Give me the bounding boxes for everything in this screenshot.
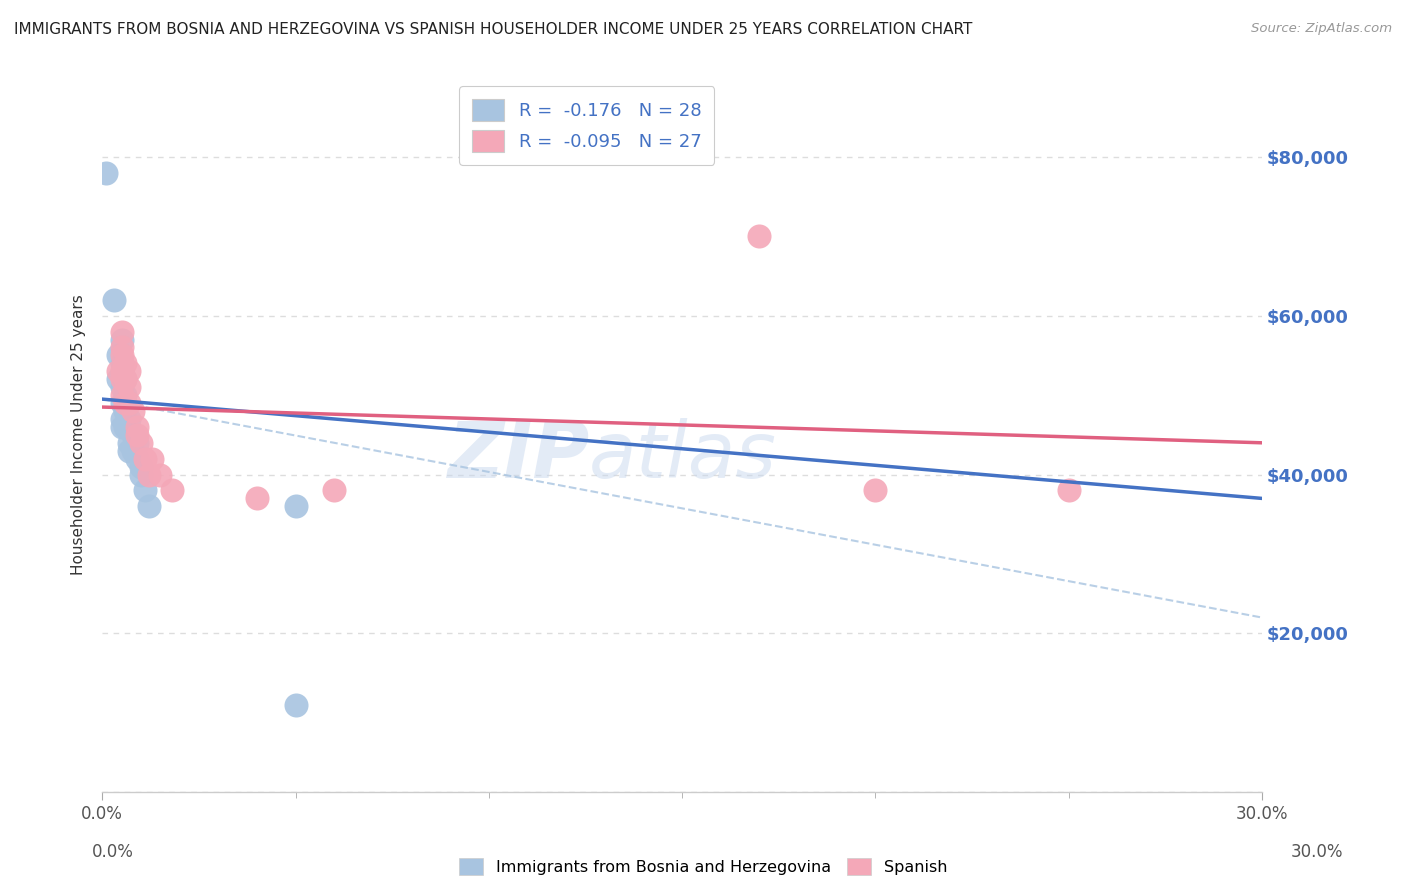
Point <box>118 443 141 458</box>
Point <box>118 364 141 378</box>
Point <box>1057 483 1080 498</box>
Point <box>114 372 136 386</box>
Point <box>129 435 152 450</box>
Point <box>125 435 148 450</box>
Point <box>129 459 152 474</box>
Point <box>125 428 148 442</box>
Point <box>110 341 132 355</box>
Point <box>284 698 307 712</box>
Legend: R =  -0.176   N = 28, R =  -0.095   N = 27: R = -0.176 N = 28, R = -0.095 N = 27 <box>460 87 714 165</box>
Point <box>114 420 136 434</box>
Point <box>284 500 307 514</box>
Point <box>114 372 136 386</box>
Point <box>94 166 117 180</box>
Legend: Immigrants from Bosnia and Herzegovina, Spanish: Immigrants from Bosnia and Herzegovina, … <box>454 854 952 880</box>
Y-axis label: Householder Income Under 25 years: Householder Income Under 25 years <box>72 294 86 575</box>
Text: Source: ZipAtlas.com: Source: ZipAtlas.com <box>1251 22 1392 36</box>
Point <box>110 333 132 347</box>
Point <box>107 372 129 386</box>
Point <box>246 491 269 506</box>
Point <box>125 420 148 434</box>
Text: atlas: atlas <box>589 418 778 494</box>
Text: IMMIGRANTS FROM BOSNIA AND HERZEGOVINA VS SPANISH HOUSEHOLDER INCOME UNDER 25 YE: IMMIGRANTS FROM BOSNIA AND HERZEGOVINA V… <box>14 22 973 37</box>
Point <box>114 404 136 418</box>
Text: 30.0%: 30.0% <box>1291 843 1343 861</box>
Point <box>118 396 141 410</box>
Point <box>149 467 172 482</box>
Point <box>114 356 136 370</box>
Point <box>122 428 145 442</box>
Point <box>323 483 346 498</box>
Point <box>134 451 156 466</box>
Point <box>110 372 132 386</box>
Point <box>114 396 136 410</box>
Point <box>129 467 152 482</box>
Point <box>865 483 887 498</box>
Point <box>138 500 160 514</box>
Point <box>110 412 132 426</box>
Point <box>110 356 132 370</box>
Point <box>110 348 132 362</box>
Point <box>110 420 132 434</box>
Point <box>110 364 132 378</box>
Point <box>141 451 163 466</box>
Point <box>118 412 141 426</box>
Point <box>114 388 136 402</box>
Point <box>138 467 160 482</box>
Point <box>110 380 132 394</box>
Point <box>134 483 156 498</box>
Text: 0.0%: 0.0% <box>91 843 134 861</box>
Point <box>118 435 141 450</box>
Point <box>110 396 132 410</box>
Text: ZIP: ZIP <box>447 418 589 494</box>
Point <box>103 293 125 307</box>
Point <box>110 325 132 339</box>
Point <box>122 404 145 418</box>
Point <box>125 451 148 466</box>
Point <box>110 364 132 378</box>
Point <box>107 348 129 362</box>
Point <box>110 388 132 402</box>
Point <box>118 380 141 394</box>
Point <box>160 483 183 498</box>
Point <box>748 229 770 244</box>
Point <box>122 443 145 458</box>
Point <box>107 364 129 378</box>
